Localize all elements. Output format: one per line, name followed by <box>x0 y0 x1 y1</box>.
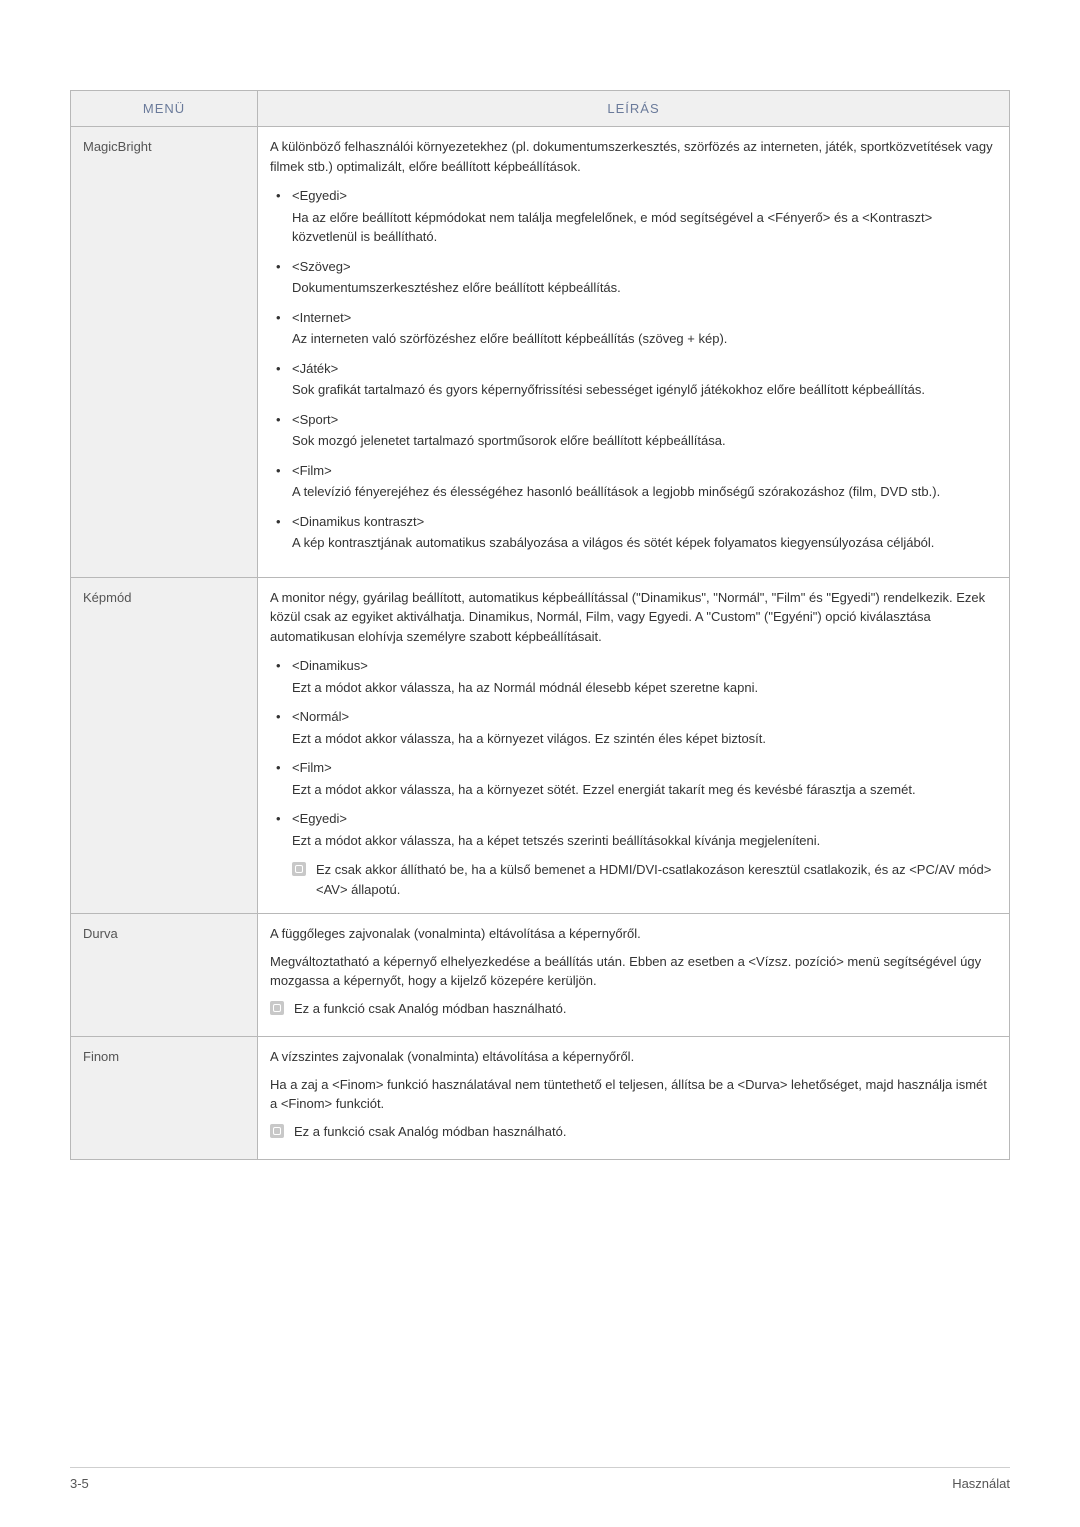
row-label: Finom <box>71 1037 258 1160</box>
note-text: Ez a funkció csak Analóg módban használh… <box>294 1122 997 1142</box>
option-body: Sok grafikát tartalmazó és gyors képerny… <box>292 380 997 400</box>
option-title: <Dinamikus> <box>292 656 997 676</box>
option-item: <Egyedi> Ezt a módot akkor válassza, ha … <box>270 809 997 850</box>
option-item: <Normál> Ezt a módot akkor válassza, ha … <box>270 707 997 748</box>
row-desc: A függőleges zajvonalak (vonalminta) elt… <box>258 914 1010 1037</box>
note-icon <box>292 862 306 876</box>
paragraph: Ha a zaj a <Finom> funkció használatával… <box>270 1075 997 1114</box>
option-title: <Egyedi> <box>292 809 997 829</box>
option-body: Ezt a módot akkor válassza, ha az Normál… <box>292 678 997 698</box>
option-body: A kép kontrasztjának automatikus szabály… <box>292 533 997 553</box>
row-desc: A különböző felhasználói környezetekhez … <box>258 127 1010 578</box>
row-label: MagicBright <box>71 127 258 578</box>
option-item: <Internet> Az interneten való szörfözésh… <box>270 308 997 349</box>
option-item: <Egyedi> Ha az előre beállított képmódok… <box>270 186 997 247</box>
note-box: Ez csak akkor állítható be, ha a külső b… <box>292 860 997 899</box>
option-title: <Internet> <box>292 308 997 328</box>
option-body: Dokumentumszerkesztéshez előre beállítot… <box>292 278 997 298</box>
option-body: Ha az előre beállított képmódokat nem ta… <box>292 208 997 247</box>
option-title: <Játék> <box>292 359 997 379</box>
row-desc: A vízszintes zajvonalak (vonalminta) elt… <box>258 1037 1010 1160</box>
intro-text: A monitor négy, gyárilag beállított, aut… <box>270 588 997 647</box>
settings-table: MENÜ LEÍRÁS MagicBright A különböző felh… <box>70 90 1010 1160</box>
option-item: <Játék> Sok grafikát tartalmazó és gyors… <box>270 359 997 400</box>
option-title: <Szöveg> <box>292 257 997 277</box>
row-label: Durva <box>71 914 258 1037</box>
paragraph: Megváltoztatható a képernyő elhelyezkedé… <box>270 952 997 991</box>
note-text: Ez a funkció csak Analóg módban használh… <box>294 999 997 1019</box>
note-icon <box>270 1001 284 1015</box>
option-title: <Egyedi> <box>292 186 997 206</box>
option-item: <Szöveg> Dokumentumszerkesztéshez előre … <box>270 257 997 298</box>
footer-section-title: Használat <box>952 1476 1010 1491</box>
intro-text: A különböző felhasználói környezetekhez … <box>270 137 997 176</box>
row-desc: A monitor négy, gyárilag beállított, aut… <box>258 577 1010 914</box>
option-body: A televízió fényerejéhez és élességéhez … <box>292 482 997 502</box>
option-title: <Film> <box>292 758 997 778</box>
option-item: <Dinamikus kontraszt> A kép kontrasztján… <box>270 512 997 553</box>
option-item: <Film> Ezt a módot akkor válassza, ha a … <box>270 758 997 799</box>
option-body: Sok mozgó jelenetet tartalmazó sportműso… <box>292 431 997 451</box>
paragraph: A vízszintes zajvonalak (vonalminta) elt… <box>270 1047 997 1067</box>
option-item: <Film> A televízió fényerejéhez és éless… <box>270 461 997 502</box>
page-footer: 3-5 Használat <box>70 1467 1010 1491</box>
option-item: <Sport> Sok mozgó jelenetet tartalmazó s… <box>270 410 997 451</box>
option-list: <Egyedi> Ha az előre beállított képmódok… <box>270 186 997 553</box>
option-body: Ezt a módot akkor válassza, ha a képet t… <box>292 831 997 851</box>
option-title: <Normál> <box>292 707 997 727</box>
row-label: Képmód <box>71 577 258 914</box>
option-body: Ezt a módot akkor válassza, ha a környez… <box>292 729 997 749</box>
paragraph: A függőleges zajvonalak (vonalminta) elt… <box>270 924 997 944</box>
option-body: Az interneten való szörfözéshez előre be… <box>292 329 997 349</box>
note-box: Ez a funkció csak Analóg módban használh… <box>270 1122 997 1142</box>
note-icon <box>270 1124 284 1138</box>
footer-page-number: 3-5 <box>70 1476 89 1491</box>
option-title: <Dinamikus kontraszt> <box>292 512 997 532</box>
option-title: <Film> <box>292 461 997 481</box>
option-item: <Dinamikus> Ezt a módot akkor válassza, … <box>270 656 997 697</box>
option-body: Ezt a módot akkor válassza, ha a környez… <box>292 780 997 800</box>
note-text: Ez csak akkor állítható be, ha a külső b… <box>316 860 997 899</box>
header-desc: LEÍRÁS <box>258 91 1010 127</box>
note-box: Ez a funkció csak Analóg módban használh… <box>270 999 997 1019</box>
header-menu: MENÜ <box>71 91 258 127</box>
option-title: <Sport> <box>292 410 997 430</box>
option-list: <Dinamikus> Ezt a módot akkor válassza, … <box>270 656 997 850</box>
